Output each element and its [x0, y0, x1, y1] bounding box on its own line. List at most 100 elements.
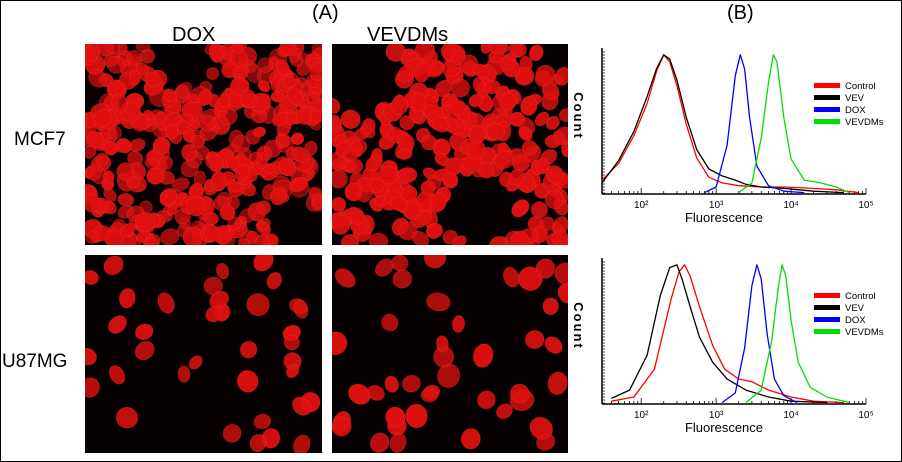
nucleus [263, 139, 282, 158]
nucleus [437, 363, 461, 389]
nucleus [106, 55, 126, 74]
nucleus [436, 335, 449, 353]
nucleus [561, 139, 568, 158]
nucleus [477, 390, 496, 410]
nucleus [286, 87, 304, 106]
nucleus [545, 115, 560, 130]
nucleus [135, 62, 150, 76]
series-line-vev [601, 54, 844, 194]
x-tick-label: 10⁴ [783, 410, 798, 421]
nucleus [535, 157, 551, 175]
nucleus [293, 434, 311, 453]
nucleus [239, 89, 256, 106]
nucleus [230, 44, 244, 54]
nucleus [452, 235, 467, 245]
series-line-dox [704, 54, 805, 194]
nucleus [389, 196, 408, 212]
nucleus [257, 218, 271, 231]
nucleus [426, 292, 451, 312]
micrograph-mcf7-vevdms [332, 44, 568, 245]
nucleus [367, 385, 385, 401]
nucleus [135, 212, 155, 232]
nucleus [432, 116, 449, 133]
nucleus [237, 237, 251, 245]
nucleus [152, 136, 171, 155]
nucleus [535, 258, 556, 279]
nucleus [340, 234, 360, 245]
nucleus [103, 170, 115, 184]
nucleus [332, 197, 347, 212]
legend-swatch-vev [814, 305, 840, 310]
nucleus [542, 297, 559, 316]
nucleus [420, 388, 439, 403]
series-line-dox [721, 264, 798, 404]
nucleus [342, 148, 359, 162]
nucleus [486, 122, 505, 141]
nucleus [218, 92, 230, 108]
nucleus [544, 189, 565, 210]
nucleus [557, 283, 568, 304]
nucleus [384, 375, 399, 393]
nucleus [104, 44, 121, 55]
nucleus [288, 47, 301, 63]
nucleus [103, 140, 119, 156]
nucleus [85, 194, 102, 213]
nucleus [199, 114, 217, 132]
nucleus [236, 370, 259, 393]
nucleus [110, 93, 129, 113]
nucleus [496, 403, 513, 420]
nucleus [544, 336, 563, 354]
panel-label-a: (A) [312, 2, 339, 24]
nucleus [423, 255, 447, 269]
nucleus [528, 44, 544, 62]
nucleus [552, 130, 566, 146]
nucleus [426, 223, 444, 239]
nucleus [226, 179, 242, 193]
legend-label-vev: VEV [845, 93, 865, 104]
nucleus [269, 188, 287, 206]
nucleus [266, 271, 282, 290]
nucleus [197, 88, 213, 106]
nucleus [232, 134, 251, 154]
nucleus [452, 315, 465, 333]
micrograph-u87mg-dox [85, 255, 322, 453]
series-line-vevdms [738, 54, 850, 194]
nucleus [205, 154, 224, 171]
nucleus [117, 192, 135, 207]
legend-label-vevdms: VEVDMs [845, 117, 884, 128]
nucleus [487, 44, 508, 55]
nucleus [451, 49, 466, 65]
nucleus [195, 145, 210, 161]
series-line-control [601, 54, 859, 194]
nucleus [400, 185, 418, 203]
nucleus [508, 44, 524, 58]
nucleus [405, 403, 428, 429]
nucleus [385, 406, 406, 428]
nucleus [128, 69, 141, 86]
nucleus [126, 49, 142, 66]
nucleus [253, 255, 274, 272]
nucleus [290, 134, 304, 145]
nucleus [289, 298, 308, 314]
nucleus [257, 80, 271, 93]
nucleus [160, 228, 180, 245]
nucleus [157, 292, 175, 314]
column-label-vevdms: VEVDMs [367, 24, 449, 46]
x-tick-label: 10⁴ [783, 200, 798, 211]
row-label-mcf7: MCF7 [14, 129, 66, 150]
nucleus [529, 416, 553, 440]
nucleus [145, 237, 160, 245]
micrograph-u87mg-vevdms [332, 255, 568, 453]
nucleus [85, 231, 99, 244]
nucleus [227, 216, 242, 231]
nucleus [530, 201, 548, 219]
histogram-mcf7: 10² 10³ 10⁴ 10⁵FluorescenceCountControlVEVD… [571, 48, 884, 225]
legend-label-dox: DOX [845, 315, 866, 326]
nucleus [306, 93, 320, 104]
nucleus [85, 347, 97, 366]
nucleus [275, 59, 290, 76]
nucleus [85, 163, 103, 181]
legend-label-dox: DOX [845, 105, 866, 116]
x-tick-label: 10³ [709, 200, 724, 211]
nucleus [368, 232, 389, 245]
